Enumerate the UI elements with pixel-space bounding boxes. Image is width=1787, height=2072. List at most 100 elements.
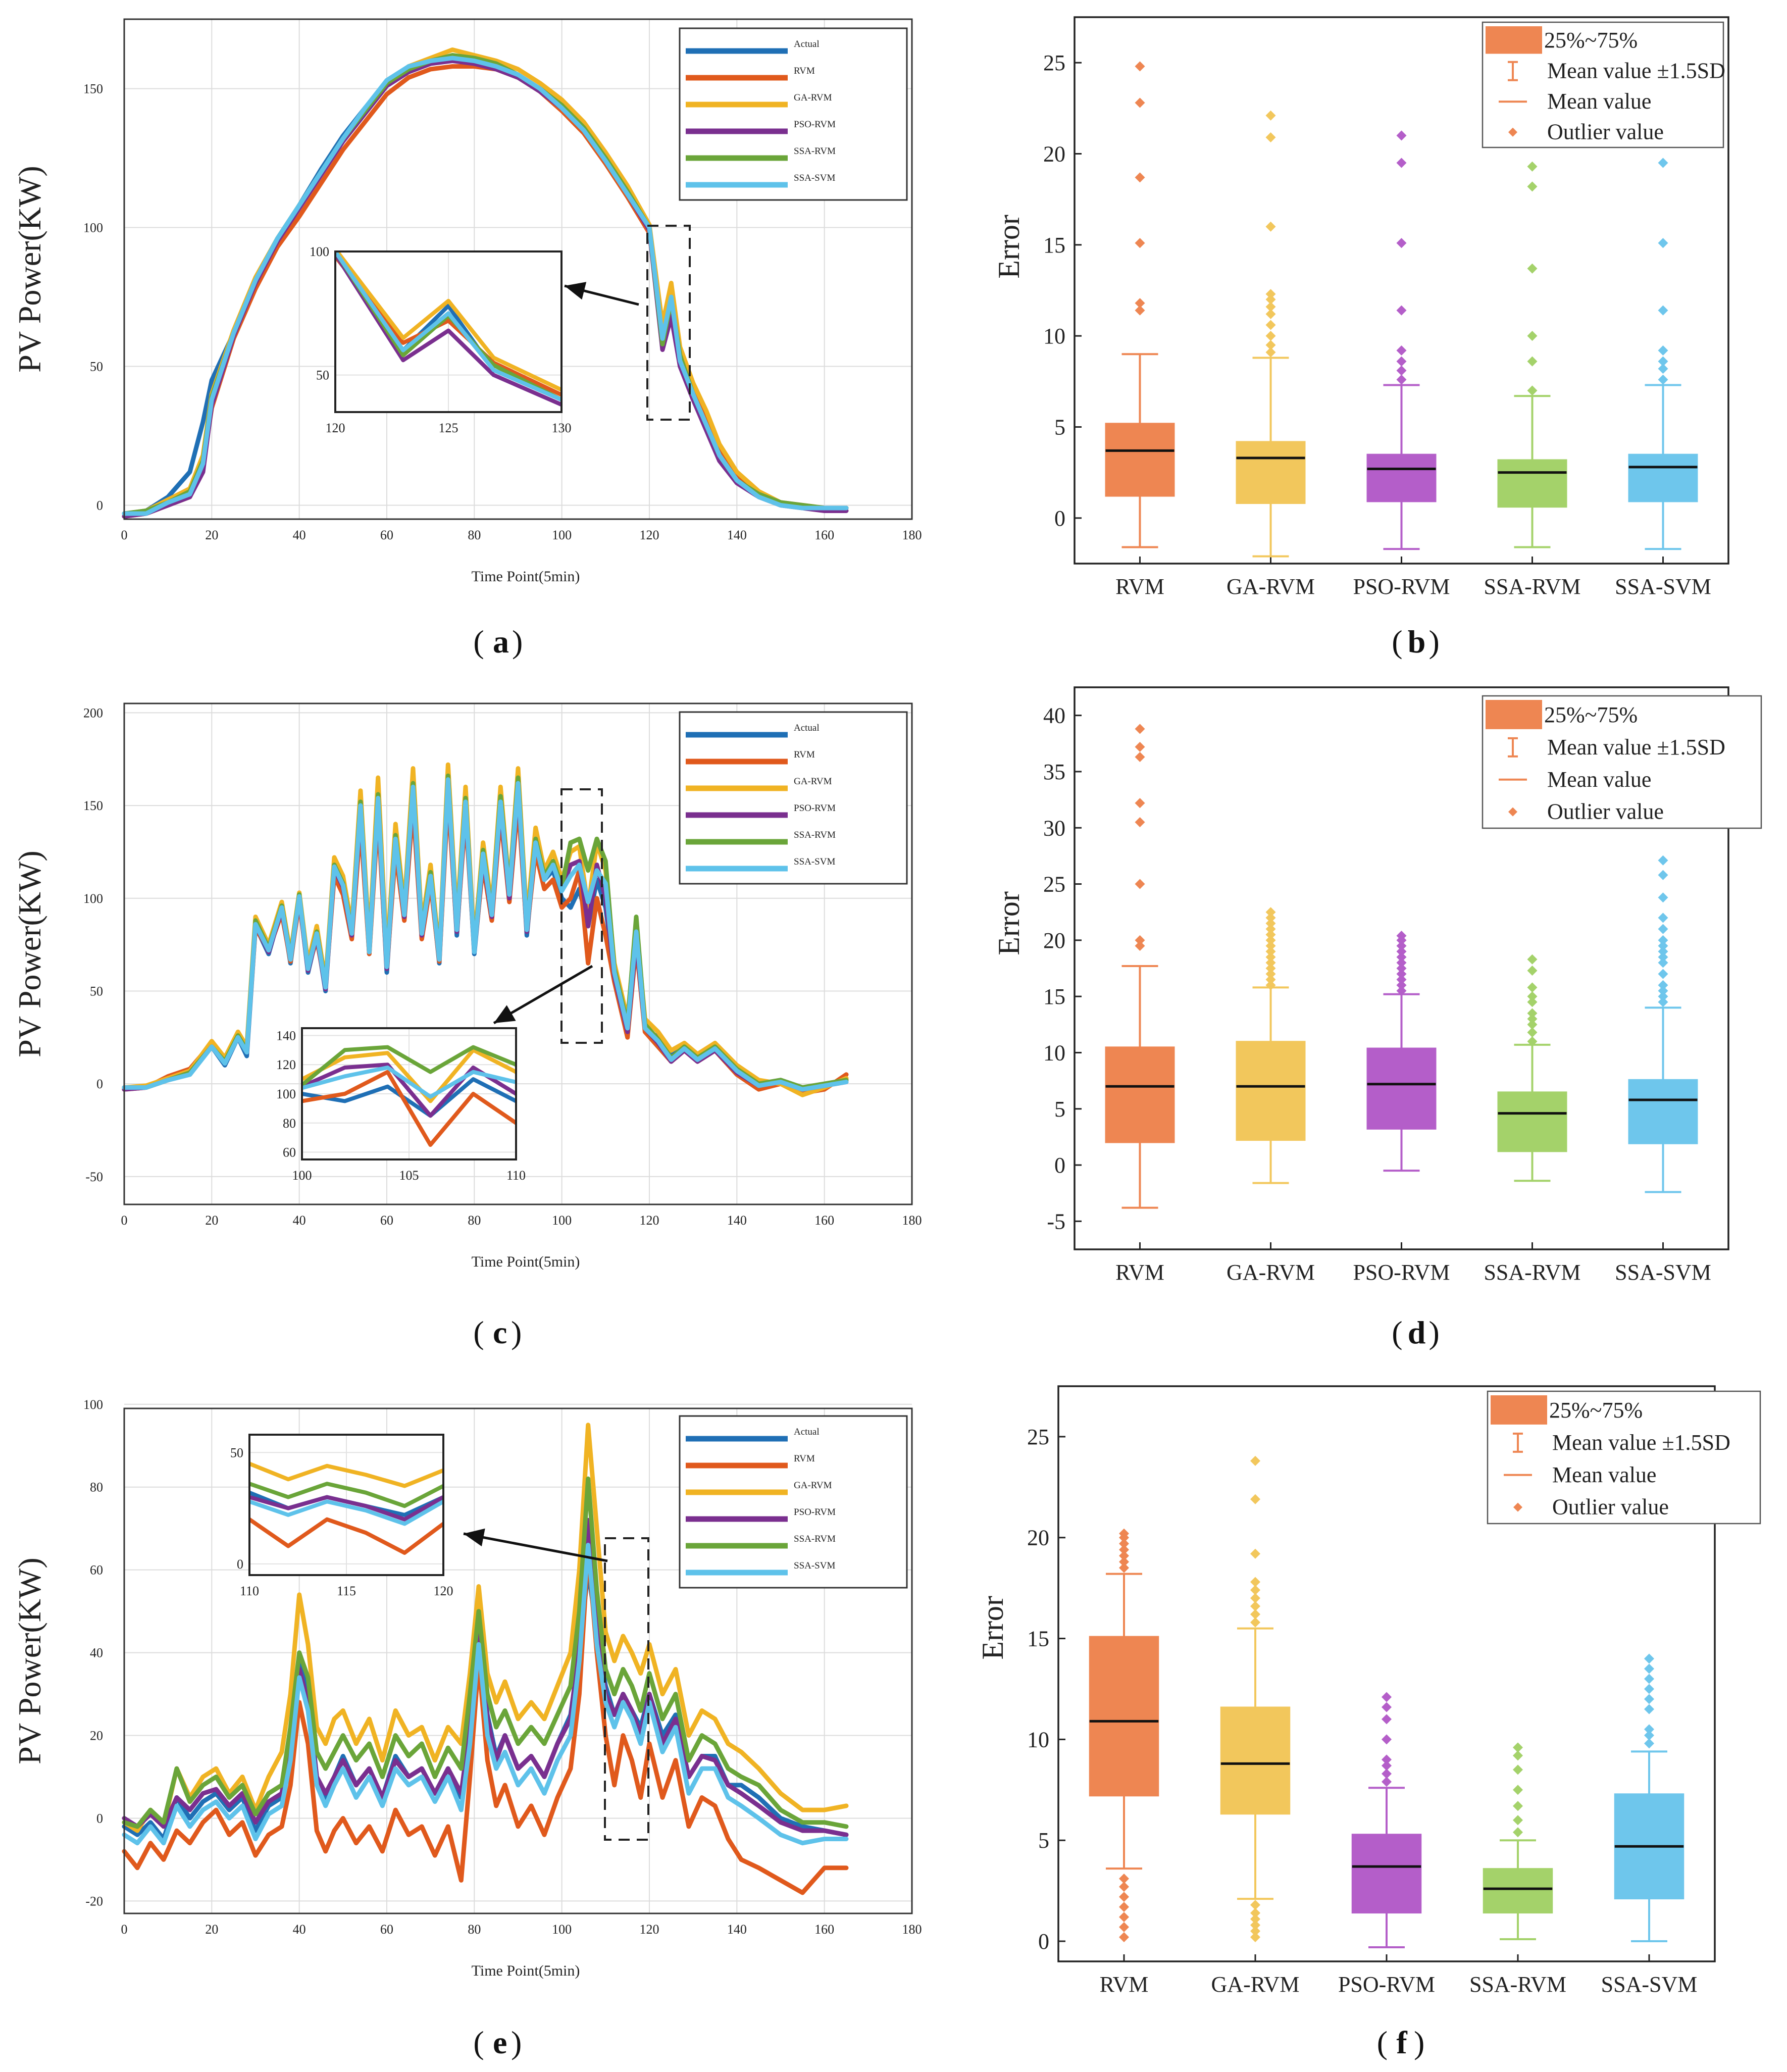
panel-label-letter: d (1408, 1315, 1426, 1350)
x-tick-label: RVM (1115, 1260, 1164, 1285)
x-tick-label: SSA-RVM (1484, 574, 1580, 599)
outlier-point (1119, 1922, 1129, 1933)
x-tick-label: 80 (468, 1213, 481, 1228)
outlier-point (1250, 1908, 1260, 1918)
outlier-point (1658, 991, 1668, 1002)
outlier-point (1658, 980, 1668, 990)
x-tick-label: 80 (468, 1922, 481, 1937)
outlier-point (1644, 1653, 1654, 1664)
x-axis-label: Time Point(5min) (472, 1253, 580, 1270)
x-tick-label: PSO-RVM (1338, 1972, 1435, 1997)
chart-a: 0 20 40 60 80 100 120 140 160 180 0 50 100 150 Time Po… (12, 18, 922, 660)
legend-label: GA-RVM (794, 776, 832, 787)
x-tick-label: GA-RVM (1227, 1260, 1315, 1285)
legend-label: Outlier value (1552, 1495, 1669, 1520)
legend-label: Mean value (1547, 89, 1651, 114)
panel-label-letter: e (493, 2025, 507, 2060)
outlier-point (1396, 957, 1407, 968)
outlier-point (1382, 1760, 1392, 1771)
y-tick-label: 40 (90, 1646, 103, 1660)
arrow-head-icon (565, 282, 587, 300)
panel-label-letter: a (493, 624, 509, 660)
legend-c: Actual RVM GA-RVM PSO-RVM SSA-RVM SSA-SVM (679, 711, 908, 885)
outlier-point (1265, 980, 1276, 990)
y-tick-label: 30 (1043, 816, 1065, 840)
inset-y-tick-label: 50 (230, 1445, 243, 1460)
x-tick-label: 40 (293, 1213, 306, 1228)
legend-label: RVM (794, 66, 815, 76)
outlier-point (1658, 935, 1668, 945)
series-line-SSA-SVM (122, 777, 849, 1092)
inset-y-tick-label: 140 (276, 1028, 296, 1043)
inset-y-tick-label: 100 (310, 244, 329, 259)
legend-label: PSO-RVM (794, 803, 836, 814)
legend-box (679, 27, 908, 201)
outlier-point (1396, 305, 1407, 316)
x-tick-label: 160 (814, 1213, 834, 1228)
outlier-point (1513, 1815, 1523, 1826)
legend-label: Mean value ±1.5SD (1552, 1430, 1730, 1455)
outlier-point (1527, 1008, 1538, 1019)
outlier-point (1527, 263, 1538, 274)
outlier-point (1250, 1926, 1260, 1937)
x-tick-label: 20 (205, 1922, 218, 1937)
x-tick-label: SSA-SVM (1601, 1972, 1698, 1997)
outlier-point (1382, 1777, 1392, 1787)
inset-y-tick-label: 50 (316, 368, 329, 383)
legend-label: Mean value ±1.5SD (1547, 735, 1725, 760)
series-line-SSA-SVM (122, 1543, 849, 1846)
outlier-point (1644, 1704, 1654, 1714)
x-tick-label: 120 (640, 528, 659, 542)
x-tick-label: 100 (552, 1213, 572, 1228)
outlier-point (1527, 181, 1538, 192)
chart-d: -5 0 5 10 15 20 25 30 35 40 RVM GA-RVM PSO-RVM SSA-RV… (992, 686, 1762, 1350)
y-tick-label: 0 (96, 1077, 103, 1091)
outlier-point (1644, 1663, 1654, 1674)
legend-label: Actual (794, 1427, 820, 1437)
series-line-SSA-SVM (122, 56, 849, 516)
y-tick-label: 100 (83, 1397, 103, 1412)
box-GA-RVM (1220, 1706, 1291, 1815)
outlier-point (1119, 1556, 1129, 1567)
inset-x-tick-label: 115 (337, 1584, 356, 1598)
outlier-point (1658, 969, 1668, 979)
legend-label: GA-RVM (794, 1480, 832, 1491)
inset-frame (301, 1027, 517, 1160)
y-tick-label: 10 (1027, 1727, 1049, 1752)
outlier-point (1527, 1027, 1538, 1038)
legend-swatch-outlier (1508, 807, 1517, 817)
inset-y-tick-label: 60 (283, 1145, 296, 1160)
outlier-point (1527, 331, 1538, 341)
box-SSA-RVM (1483, 1868, 1553, 1914)
outlier-point (1382, 1714, 1392, 1725)
outlier-point (1658, 158, 1668, 168)
outlier-point (1396, 130, 1407, 141)
y-tick-label: 20 (1043, 928, 1065, 953)
outlier-point (1527, 1014, 1538, 1024)
inset-series-Actual (302, 1077, 516, 1118)
panel-label-letter: c (493, 1315, 507, 1350)
inset-series-SSA-SVM (335, 251, 561, 402)
inset-series-GA-RVM (302, 1048, 516, 1103)
outlier-point (1265, 946, 1276, 957)
box-SSA-RVM (1497, 1091, 1567, 1152)
legend-label: GA-RVM (794, 92, 832, 103)
outlier-point (1396, 986, 1407, 996)
inset-frame (334, 250, 563, 413)
outlier-point (1119, 1550, 1129, 1561)
panel-label: ) (1414, 2025, 1424, 2060)
legend-label: Mean value (1552, 1462, 1656, 1487)
y-tick-label: 25 (1043, 50, 1065, 75)
panel-label: ( (1377, 2025, 1388, 2060)
legend-label: RVM (794, 1453, 815, 1464)
outlier-point (1135, 940, 1145, 951)
legend-f: 25%~75% Mean value ±1.5SD Mean value Outlie… (1487, 1390, 1761, 1525)
outlier-point (1658, 870, 1668, 880)
outlier-point (1135, 298, 1145, 309)
inset-series-GA-RVM (249, 1460, 443, 1488)
x-tick-label: GA-RVM (1211, 1972, 1300, 1997)
y-axis-label: PV Power(KW) (12, 850, 47, 1057)
legend-label: SSA-SVM (794, 1560, 835, 1571)
outlier-point (1658, 997, 1668, 1007)
y-tick-label: -50 (85, 1170, 103, 1184)
